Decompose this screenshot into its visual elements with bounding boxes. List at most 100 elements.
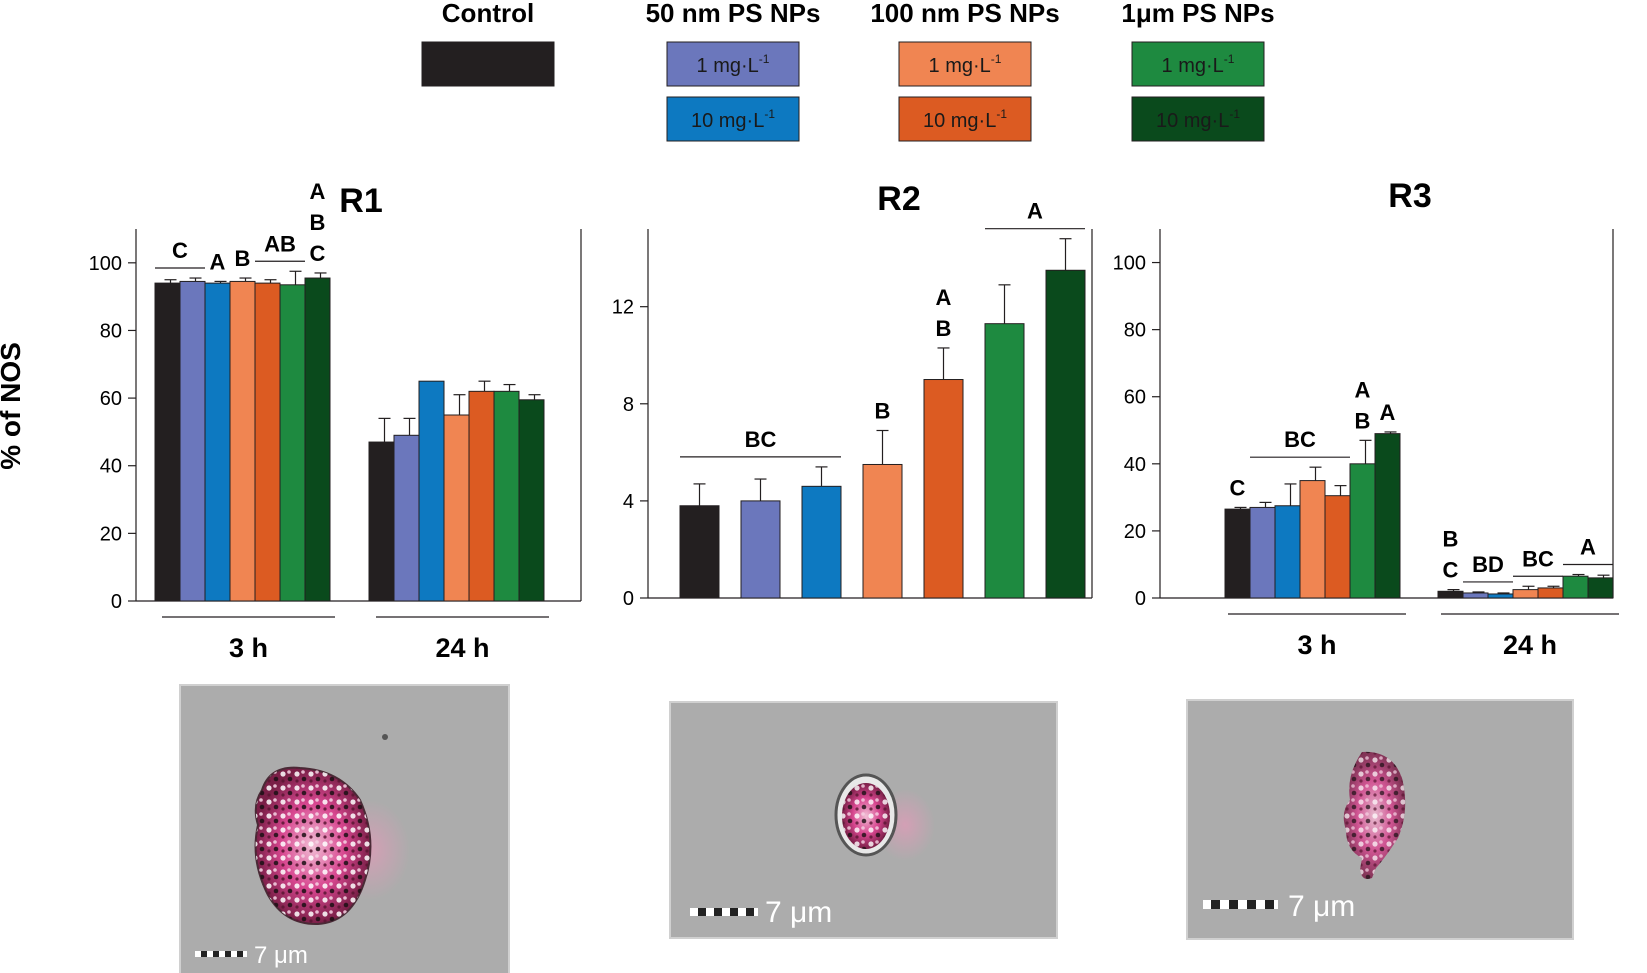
legend-group-title: 50 nm PS NPs (646, 0, 821, 28)
bar (1249, 506, 1276, 599)
y-tick-label: 40 (100, 456, 122, 478)
significance-label: A (310, 179, 326, 204)
legend: Control 50 nm PS NPs 1 mg·L-1 10 mg·L-1 100 … (421, 0, 1275, 142)
legend-swatch (421, 41, 555, 87)
significance-label: BD (1472, 552, 1504, 577)
significance-label: B (936, 316, 952, 341)
significance-label: C (310, 241, 326, 266)
chart-title: R3 (1388, 177, 1431, 215)
significance-label: B (235, 246, 251, 271)
bar (984, 323, 1025, 599)
scale-bar-label: 7 μm (765, 896, 832, 929)
significance-label: C (1230, 475, 1246, 500)
bar (679, 505, 720, 599)
y-axis-label: % of NOS (0, 342, 26, 470)
legend-swatch-label: 10 mg·L-1 (691, 107, 775, 132)
bar (304, 277, 331, 602)
legend-group-title: 100 nm PS NPs (870, 0, 1059, 28)
bar (229, 280, 256, 602)
bar (1537, 587, 1564, 599)
x-category-label: 3 h (229, 633, 268, 663)
significance-label: B (1443, 527, 1459, 552)
bar (204, 282, 231, 602)
legend-group-title: 1μm PS NPs (1121, 0, 1274, 28)
y-tick-label: 60 (100, 388, 122, 410)
legend-swatch (1131, 96, 1265, 142)
bar (923, 379, 964, 599)
bar (1437, 590, 1464, 599)
y-tick-label: 0 (111, 591, 122, 613)
bar (418, 380, 445, 602)
bar (393, 434, 420, 602)
y-tick-label: 20 (100, 523, 122, 545)
significance-label: A (1580, 535, 1596, 560)
legend-swatch (898, 41, 1032, 87)
y-tick-label: 20 (1124, 521, 1146, 543)
significance-label: C (1443, 558, 1459, 583)
bar (1587, 577, 1614, 599)
bar (1487, 593, 1514, 599)
scale-bar-label: 7 μm (1288, 890, 1355, 923)
bar (740, 500, 781, 599)
significance-label: AB (264, 231, 296, 256)
significance-label: A (936, 285, 952, 310)
significance-label: B (310, 210, 326, 235)
bar (1274, 505, 1301, 599)
y-tick-label: 0 (1135, 588, 1146, 610)
bar (279, 284, 306, 602)
significance-label: B (1355, 408, 1371, 433)
legend-swatch-label: 10 mg·L-1 (1156, 107, 1240, 132)
legend-swatch (666, 41, 800, 87)
legend-swatch-label: 1 mg·L-1 (929, 52, 1002, 77)
y-tick-label: 80 (100, 320, 122, 342)
y-tick-label: 100 (89, 253, 122, 275)
significance-label: BC (745, 427, 777, 452)
y-tick-label: 8 (623, 394, 634, 416)
significance-label: A (210, 249, 226, 274)
significance-label: B (875, 398, 891, 423)
bar (1349, 463, 1376, 599)
x-category-label: 3 h (1297, 630, 1336, 660)
y-tick-label: 60 (1124, 387, 1146, 409)
bar (443, 414, 470, 602)
legend-swatch (666, 96, 800, 142)
x-category-label: 24 h (435, 633, 489, 663)
significance-label: A (1355, 377, 1371, 402)
legend-group-title: Control (442, 0, 534, 28)
bar (179, 280, 206, 602)
bar (254, 282, 281, 602)
micrograph-r3: 7 μm (1186, 699, 1574, 940)
bar (862, 463, 903, 599)
legend-swatch-label: 1 mg·L-1 (1162, 52, 1235, 77)
bar (1045, 269, 1086, 599)
y-tick-label: 12 (612, 297, 634, 319)
bar (468, 390, 495, 602)
significance-label: A (1380, 400, 1396, 425)
significance-label: A (1027, 199, 1043, 224)
bar (1374, 433, 1401, 599)
significance-label: BC (1284, 427, 1316, 452)
legend-swatch (898, 96, 1032, 142)
y-tick-label: 40 (1124, 454, 1146, 476)
y-tick-label: 80 (1124, 320, 1146, 342)
bar (493, 390, 520, 602)
y-tick-label: 0 (623, 588, 634, 610)
bar (154, 282, 181, 602)
bar (1462, 592, 1489, 599)
legend-swatch-label: 10 mg·L-1 (923, 107, 1007, 132)
bar (1512, 589, 1539, 599)
bar (368, 441, 395, 602)
bar (518, 399, 545, 602)
bar (1224, 508, 1251, 599)
micrograph-r2: 7 μm (669, 701, 1058, 939)
chart-title: R1 (339, 182, 382, 220)
significance-label: BC (1522, 546, 1554, 571)
bar (1324, 495, 1351, 599)
y-tick-label: 100 (1113, 253, 1146, 275)
legend-swatch (1131, 41, 1265, 87)
micrograph-r1: 7 μm (179, 684, 510, 973)
